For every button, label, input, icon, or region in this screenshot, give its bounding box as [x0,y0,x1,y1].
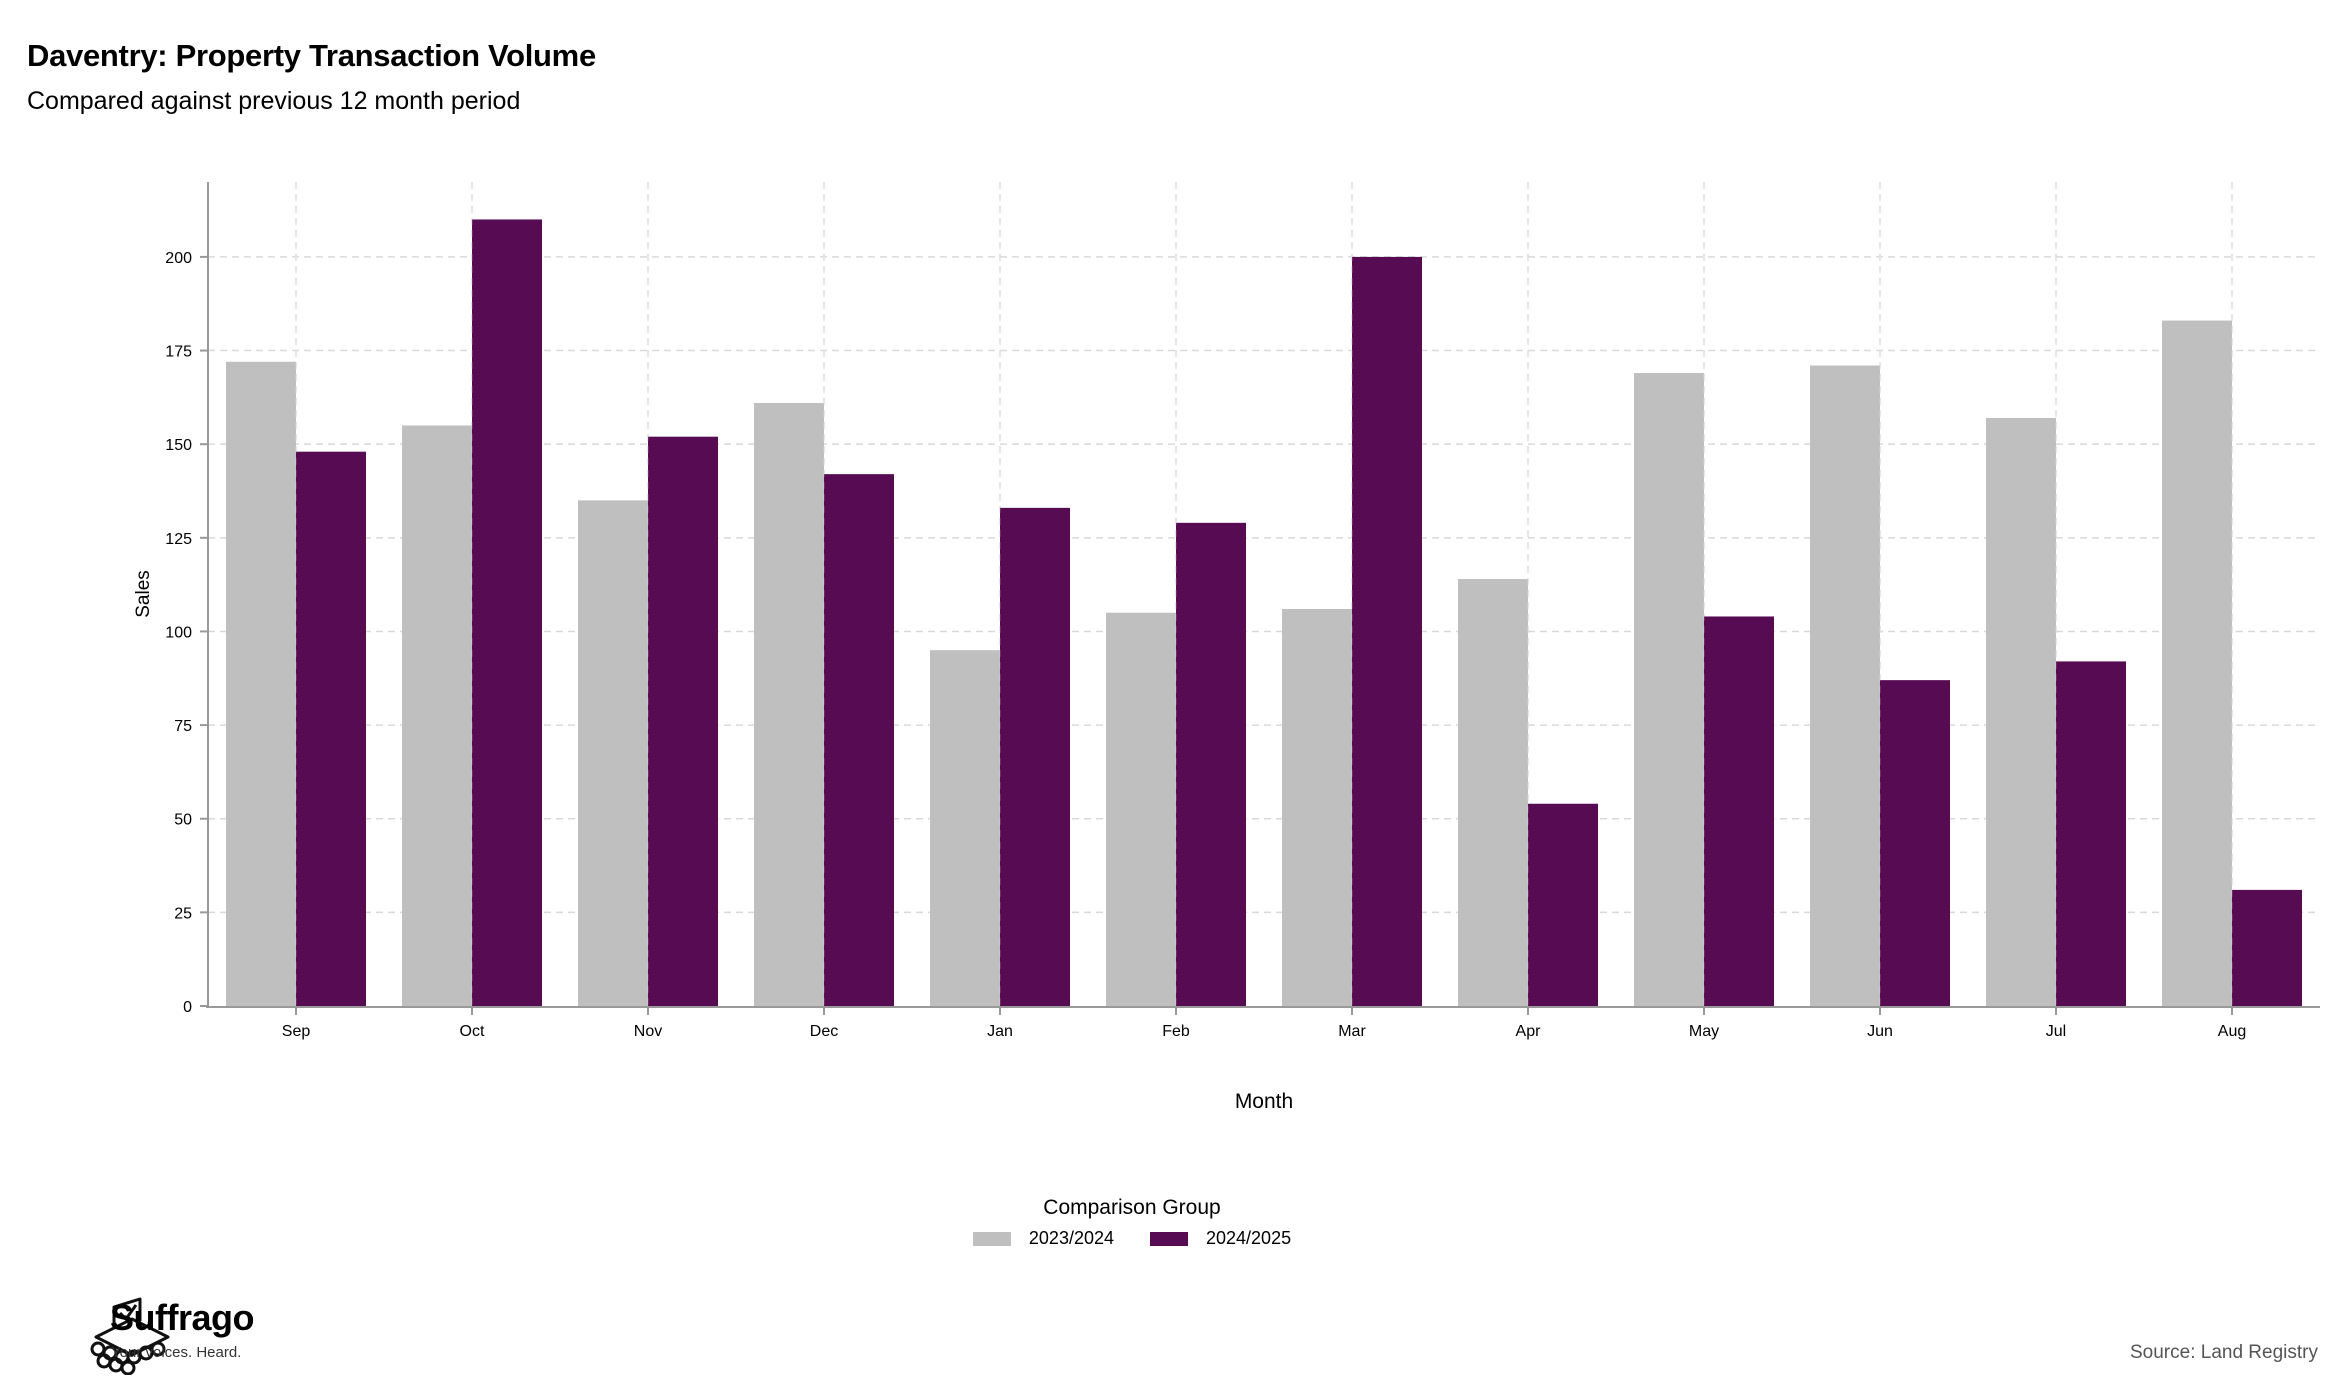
legend-label-curr: 2024/2025 [1206,1228,1292,1248]
bar-prev-jun [1810,365,1880,1006]
bar-curr-jul [2056,661,2126,1006]
bar-curr-aug [2232,889,2302,1006]
legend-swatch-curr [1150,1231,1188,1246]
y-tick-label: 25 [174,905,192,922]
legend-item-prev: 2023/2024 [972,1228,1114,1249]
legend-swatch-prev [972,1231,1011,1246]
x-tick-label: May [1689,1023,1719,1040]
y-tick-label: 50 [174,812,192,829]
axes [200,182,2320,1015]
y-tick-label: 125 [165,531,192,548]
axis-labels: 0 25 50 75 100 125 150 175 200 Sep Oct Nov Dec Jan Feb… [133,250,2246,1113]
bar-prev-may [1634,373,1704,1006]
bar-prev-mar [1282,608,1352,1006]
y-tick-label: 150 [165,437,192,454]
bar-prev-sep [226,361,296,1006]
y-axis-title: Sales [133,570,154,618]
x-tick-label: Nov [634,1023,662,1040]
bar-curr-oct [472,219,542,1007]
x-tick-label: Apr [1516,1023,1542,1040]
bar-prev-apr [1458,579,1528,1006]
x-tick-label: Jul [2046,1023,2066,1040]
x-tick-label: Feb [1162,1023,1190,1040]
source-note: Source: Land Registry [2130,1342,2318,1363]
bar-curr-mar [1352,256,1422,1007]
x-tick-label: Aug [2218,1023,2246,1040]
y-tick-label: 100 [165,624,192,641]
bar-prev-nov [578,500,648,1006]
bar-curr-dec [824,474,894,1006]
bar-prev-feb [1106,612,1176,1006]
logo-tagline: Your voices. Heard. [111,1344,242,1361]
x-axis-title: Month [1235,1090,1293,1113]
legend-item-curr: 2024/2025 [1150,1228,1291,1249]
bar-chart: 0 25 50 75 100 125 150 175 200 Sep Oct Nov Dec Jan Feb… [133,182,2320,1113]
bar-prev-jul [1986,417,2056,1006]
y-tick-label: 75 [174,718,192,735]
chart-subtitle: Compared against previous 12 month perio… [27,87,521,115]
bar-prev-jan [930,650,1000,1006]
x-tick-label: Jun [1867,1023,1893,1040]
legend-items: 2023/2024 2024/2025 [0,1228,2334,1249]
ballot-box-logo-icon [90,1297,170,1375]
y-tick-label: 0 [183,999,192,1016]
legend-title: Comparison Group [1043,1196,1221,1219]
legend-label-prev: 2023/2024 [1028,1228,1114,1248]
bar-curr-may [1704,616,1774,1006]
bar-curr-jun [1880,680,1950,1006]
y-tick-label: 200 [165,250,192,267]
x-tick-label: Dec [810,1023,838,1040]
bar-curr-jan [1000,507,1070,1006]
bars [226,182,2302,1007]
bar-curr-apr [1528,803,1598,1006]
bar-curr-feb [1176,522,1246,1006]
x-tick-label: Oct [460,1023,485,1040]
bar-prev-aug [2162,320,2232,1007]
bar-curr-sep [296,451,366,1006]
y-tick-label: 175 [165,344,192,361]
x-tick-label: Mar [1338,1023,1366,1040]
legend: Comparison Group 2023/2024 2024/2025 [0,1196,2334,1249]
chart-title: Daventry: Property Transaction Volume [27,38,596,73]
x-tick-label: Jan [987,1023,1013,1040]
bar-prev-oct [402,425,472,1006]
x-tick-label: Sep [282,1023,311,1040]
bar-curr-nov [648,436,718,1006]
bar-prev-dec [754,402,824,1006]
logo-name: Suffrago [110,1297,255,1338]
